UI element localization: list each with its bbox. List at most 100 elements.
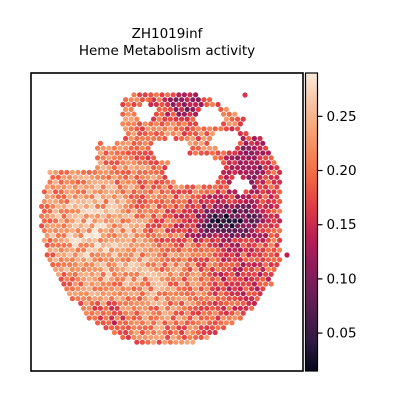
spot xyxy=(159,276,165,282)
spot xyxy=(232,121,238,127)
spot xyxy=(61,271,67,277)
spot xyxy=(277,218,283,224)
spot xyxy=(218,291,224,297)
spot xyxy=(257,271,263,277)
spot xyxy=(198,198,204,205)
spot xyxy=(123,126,129,132)
spot xyxy=(176,131,182,137)
spot xyxy=(215,315,221,321)
spot xyxy=(75,208,81,214)
spot xyxy=(232,208,238,214)
colorbar-tick-label: 0.15 xyxy=(327,217,357,233)
spot xyxy=(83,262,89,268)
spot xyxy=(61,223,67,229)
spot xyxy=(159,315,165,321)
spot xyxy=(221,315,227,321)
spot xyxy=(145,310,151,316)
spot xyxy=(243,237,249,243)
spot xyxy=(75,257,81,263)
spot xyxy=(274,232,280,239)
spot xyxy=(148,286,154,292)
spot xyxy=(226,315,232,321)
spot xyxy=(125,131,131,137)
spot xyxy=(139,339,145,345)
spot xyxy=(184,291,190,297)
spot xyxy=(181,228,187,234)
spot xyxy=(251,262,257,268)
spot xyxy=(92,296,98,302)
spot xyxy=(97,179,103,185)
spot xyxy=(212,300,218,306)
spot xyxy=(187,198,193,205)
spot xyxy=(64,276,70,282)
spot xyxy=(153,208,159,214)
spot xyxy=(100,300,106,306)
spot xyxy=(111,320,117,326)
spot xyxy=(44,194,50,200)
spot xyxy=(207,320,213,326)
colorbar-tick-label: 0.10 xyxy=(327,271,357,287)
spot xyxy=(89,213,95,219)
spot xyxy=(229,174,235,180)
spot xyxy=(47,218,53,224)
spot xyxy=(95,213,101,219)
spot xyxy=(109,160,115,166)
spot xyxy=(240,232,246,239)
spot xyxy=(117,213,123,219)
spot xyxy=(114,325,120,331)
spot xyxy=(235,165,241,171)
spot xyxy=(223,310,229,316)
spot xyxy=(187,131,193,137)
spot xyxy=(237,315,243,321)
spot xyxy=(148,276,154,282)
spot xyxy=(271,218,277,224)
spot xyxy=(226,121,232,127)
spot xyxy=(162,300,168,306)
spot xyxy=(50,184,56,190)
spot xyxy=(123,281,129,287)
spot xyxy=(100,165,106,171)
spot xyxy=(72,174,78,180)
spot xyxy=(55,203,62,209)
spot xyxy=(254,266,260,272)
spot xyxy=(139,145,145,151)
spot xyxy=(263,271,269,277)
spot xyxy=(50,174,56,180)
spot xyxy=(61,174,67,180)
spot xyxy=(123,291,129,297)
spot xyxy=(274,184,280,190)
spot xyxy=(148,237,154,243)
spot xyxy=(83,174,89,180)
spot xyxy=(260,189,266,195)
spot xyxy=(114,305,120,311)
spot xyxy=(226,208,232,214)
spot xyxy=(223,203,229,209)
spot xyxy=(223,232,229,239)
spot xyxy=(167,232,173,239)
spot xyxy=(125,228,131,234)
spot xyxy=(195,145,201,151)
spot xyxy=(95,310,101,316)
spot xyxy=(257,145,263,151)
spot xyxy=(92,179,98,185)
spot xyxy=(153,169,159,175)
spot xyxy=(120,150,126,156)
spot xyxy=(64,218,70,224)
spot xyxy=(249,198,255,205)
spot xyxy=(109,247,115,253)
spot xyxy=(187,237,193,243)
spot xyxy=(137,315,143,321)
spot xyxy=(114,228,120,234)
spot xyxy=(156,135,162,142)
spot xyxy=(209,305,215,311)
spot xyxy=(235,291,241,297)
spot xyxy=(145,126,151,132)
spot xyxy=(218,310,224,316)
spot xyxy=(139,262,145,268)
spot xyxy=(153,218,159,224)
spot xyxy=(179,310,185,316)
spot xyxy=(170,179,176,185)
spot xyxy=(251,194,257,200)
spot xyxy=(265,266,271,272)
spot xyxy=(111,213,117,219)
